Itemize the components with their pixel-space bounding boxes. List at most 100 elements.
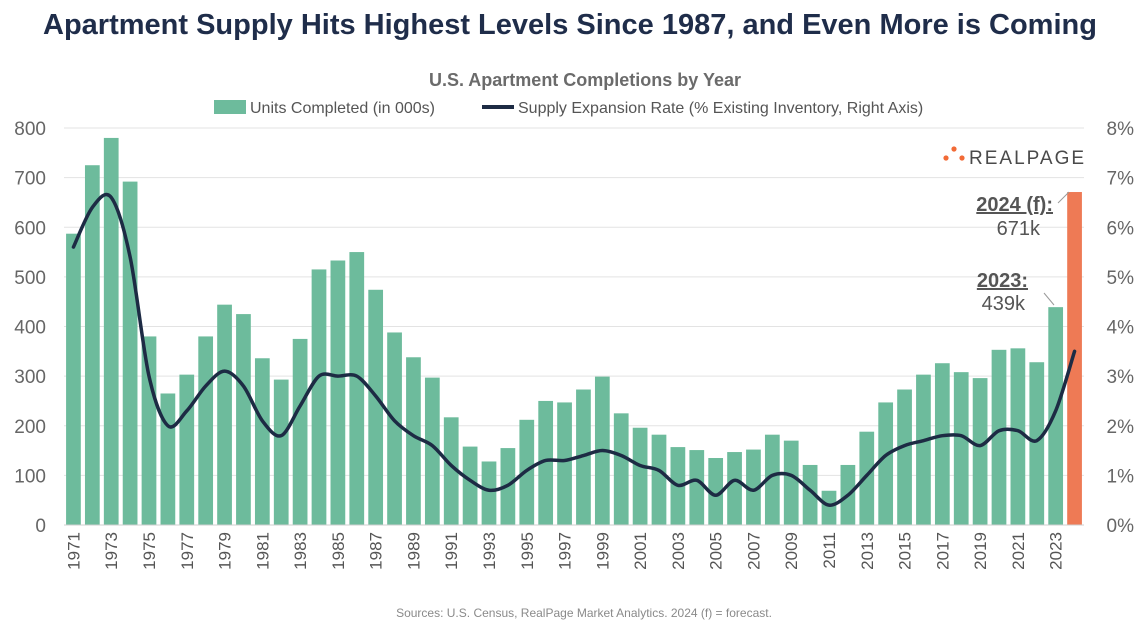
x-tick-label: 1991 [442,532,461,570]
legend-label-bars: Units Completed (in 000s) [250,100,435,117]
bar-1980 [236,314,251,525]
x-tick-label: 2001 [631,532,650,570]
supply-rate-line [71,192,1077,507]
bar-2016 [916,374,931,525]
annotation-2024-leader [1057,191,1070,204]
realpage-dots-logo-icon [943,146,965,161]
logo-text: REALPAGE [969,148,1086,169]
bar-1993 [481,461,497,525]
x-tick-label: 1985 [329,532,348,570]
bar-1989 [406,357,421,525]
bar-2002 [651,434,667,525]
right-tick-label: 7% [1107,169,1135,190]
right-tick-label: 8% [1107,119,1135,140]
left-tick-label: 0 [35,516,46,537]
right-axis-ticks: 0% 1% 2% 3% 4% 5% 6% 7% 8% [1107,119,1135,537]
bar-2018 [953,372,969,525]
right-tick-label: 3% [1107,367,1135,388]
annotation-2023-year: 2023: [977,270,1028,292]
x-tick-label: 1971 [64,532,83,570]
x-tick-label: 1981 [253,532,272,570]
x-tick-label: 1975 [140,532,159,570]
bar-2017 [934,363,950,525]
annotations: 2024 (f): 671k 2023: 439k [976,191,1070,315]
legend-swatch-bars [214,100,246,114]
bar-forecast-2024 [1067,192,1082,525]
bar-1978 [198,336,214,525]
x-tick-label: 1977 [178,532,197,570]
gridlines [64,127,1084,476]
bar-2022 [1029,362,1045,525]
x-tick-label: 1973 [102,532,121,570]
bar-1990 [424,377,440,525]
x-tick-label: 1999 [593,532,612,570]
x-axis-ticks: 1971 1973 1975 1977 1979 1981 1983 1985 1987 1989… [64,532,1065,570]
x-tick-label: 1989 [404,532,423,570]
bar-1996 [538,400,554,525]
bar-1981 [254,358,270,525]
left-tick-label: 300 [14,367,46,388]
bar-2004 [689,450,705,525]
bar-2021 [1010,348,1026,525]
bar-1975 [141,336,157,525]
x-tick-label: 1987 [367,532,386,570]
legend-label-line: Supply Expansion Rate (% Existing Invent… [518,100,923,117]
chart-title: U.S. Apartment Completions by Year [429,70,741,90]
annotation-2024-year: 2024 (f): [976,194,1053,216]
x-tick-label: 1995 [518,532,537,570]
x-tick-label: 2007 [744,532,763,570]
bar-2008 [764,434,780,525]
bar-1997 [557,402,572,525]
bar-2005 [708,458,724,525]
x-tick-label: 1997 [556,532,575,570]
right-tick-label: 0% [1107,516,1135,537]
x-tick-label: 2015 [896,532,915,570]
bar-1985 [330,260,346,525]
left-tick-label: 700 [14,169,46,190]
x-tick-label: 2003 [669,532,688,570]
bar-2000 [613,413,629,525]
x-tick-label: 2011 [820,532,839,569]
x-tick-label: 2021 [1009,532,1028,570]
x-tick-label: 2005 [707,532,726,570]
bar-2020 [991,349,1007,525]
bar-1986 [349,252,365,525]
x-tick-label: 2017 [933,532,952,570]
x-tick-label: 1993 [480,532,499,570]
bar-1982 [273,379,289,525]
annotation-2024-value: 671k [997,218,1041,240]
bar-2009 [783,440,799,525]
right-tick-label: 4% [1107,318,1135,339]
bar-2010 [802,464,818,525]
legend: Units Completed (in 000s) Supply Expansi… [214,100,923,117]
annotation-2023-leader [1043,292,1055,306]
bar-1977 [179,374,195,525]
bar-1979 [217,304,232,525]
x-tick-label: 2023 [1047,532,1066,570]
x-tick-label: 1979 [216,532,235,570]
x-tick-label: 2009 [782,532,801,570]
left-tick-label: 800 [14,119,46,140]
left-axis-ticks: 0 100 200 300 400 500 600 700 800 [14,119,46,537]
source-note: Sources: U.S. Census, RealPage Market An… [396,606,772,620]
bar-1987 [368,289,384,525]
bar-1973 [103,137,119,525]
headline: Apartment Supply Hits Highest Levels Sin… [43,9,1097,41]
bar-1972 [84,165,100,525]
bar-1991 [443,417,459,525]
bar-2013 [859,431,875,525]
x-tick-label: 2013 [858,532,877,570]
annotation-2023-value: 439k [982,293,1026,315]
bar-2007 [746,449,761,525]
left-tick-label: 500 [14,268,46,289]
x-tick-label: 2019 [971,532,990,570]
bars [66,137,1082,525]
right-tick-label: 2% [1107,417,1135,438]
bar-2006 [727,452,742,525]
right-tick-label: 5% [1107,268,1135,289]
right-tick-label: 6% [1107,218,1135,239]
x-tick-label: 1983 [291,532,310,570]
bar-1971 [66,233,81,525]
